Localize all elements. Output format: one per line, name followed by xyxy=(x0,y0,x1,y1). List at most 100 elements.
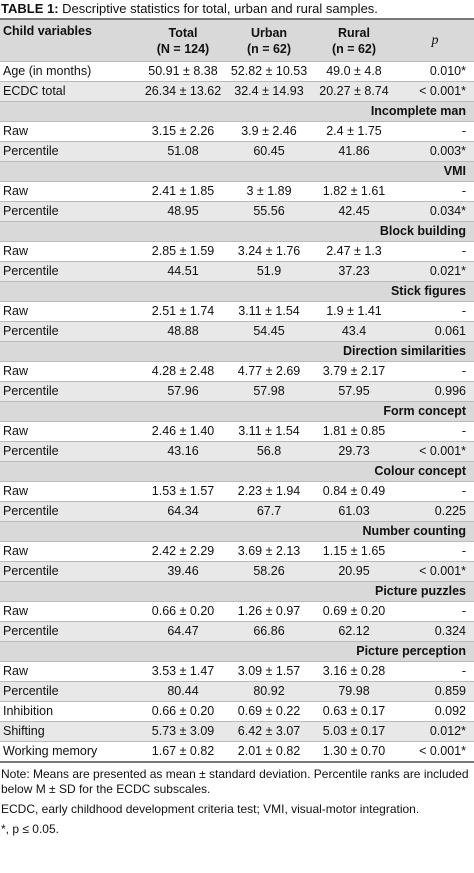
section-label: VMI xyxy=(0,161,474,182)
cell: 43.16 xyxy=(140,441,226,462)
cell: 1.81 ± 0.85 xyxy=(312,421,396,442)
cell: 0.69 ± 0.20 xyxy=(312,601,396,622)
cell: - xyxy=(396,361,474,382)
cell: 3.11 ± 1.54 xyxy=(226,301,312,322)
cell: 37.23 xyxy=(312,261,396,282)
table-header: Child variables Total (N = 124) Urban (n = 6… xyxy=(0,18,474,62)
data-row: Raw 2.42 ± 2.29 3.69 ± 2.13 1.15 ± 1.65- xyxy=(0,541,474,562)
section-label: Colour concept xyxy=(0,461,474,482)
header-cell: Total (N = 124) xyxy=(140,18,226,62)
cell: 0.63 ± 0.17 xyxy=(312,701,396,722)
cell: 3.53 ± 1.47 xyxy=(140,661,226,682)
cell: 80.44 xyxy=(140,681,226,702)
row-label: Raw xyxy=(0,481,140,502)
header-title: Total xyxy=(168,25,198,40)
cell: 64.34 xyxy=(140,501,226,522)
data-row: ECDC total 26.34 ± 13.62 32.4 ± 14.93 20.27… xyxy=(0,81,474,102)
section-row: Stick figures xyxy=(0,281,474,302)
cell: 3.15 ± 2.26 xyxy=(140,121,226,142)
section-row: Direction similarities xyxy=(0,341,474,362)
section-label: Stick figures xyxy=(0,281,474,302)
row-label: Raw xyxy=(0,661,140,682)
cell: 51.08 xyxy=(140,141,226,162)
section-row: VMI xyxy=(0,161,474,182)
cell: - xyxy=(396,181,474,202)
header-title: Child variables xyxy=(3,24,92,38)
section-row: Number counting xyxy=(0,521,474,542)
cell: 2.51 ± 1.74 xyxy=(140,301,226,322)
row-label: Percentile xyxy=(0,141,140,162)
data-row: Shifting 5.73 ± 3.09 6.42 ± 3.07 5.03 ± 0.1… xyxy=(0,721,474,742)
cell: 3.69 ± 2.13 xyxy=(226,541,312,562)
header-sample: (N = 124) xyxy=(156,41,210,56)
cell: 0.021* xyxy=(396,261,474,282)
row-label: Working memory xyxy=(0,741,140,763)
stats-table: Child variables Total (N = 124) Urban (n = 6… xyxy=(0,18,474,763)
cell: 0.69 ± 0.22 xyxy=(226,701,312,722)
row-label: Raw xyxy=(0,241,140,262)
row-label: Shifting xyxy=(0,721,140,742)
data-row: Percentile 80.44 80.92 79.98 0.859 xyxy=(0,681,474,702)
data-row: Raw 2.51 ± 1.74 3.11 ± 1.54 1.9 ± 1.41- xyxy=(0,301,474,322)
row-label: Percentile xyxy=(0,381,140,402)
cell: 0.225 xyxy=(396,501,474,522)
data-row: Raw 1.53 ± 1.57 2.23 ± 1.94 0.84 ± 0.49- xyxy=(0,481,474,502)
cell: - xyxy=(396,421,474,442)
note: Note: Means are presented as mean ± stan… xyxy=(1,767,469,796)
cell: 56.8 xyxy=(226,441,312,462)
section-label: Form concept xyxy=(0,401,474,422)
cell: - xyxy=(396,121,474,142)
cell: 20.27 ± 8.74 xyxy=(312,81,396,102)
cell: 3.16 ± 0.28 xyxy=(312,661,396,682)
data-row: Percentile 57.96 57.98 57.95 0.996 xyxy=(0,381,474,402)
row-label: Percentile xyxy=(0,681,140,702)
row-label: Raw xyxy=(0,301,140,322)
cell: 5.73 ± 3.09 xyxy=(140,721,226,742)
cell: 3 ± 1.89 xyxy=(226,181,312,202)
cell: 79.98 xyxy=(312,681,396,702)
data-row: Percentile 48.88 54.45 43.4 0.061 xyxy=(0,321,474,342)
cell: 2.42 ± 2.29 xyxy=(140,541,226,562)
row-label: Percentile xyxy=(0,561,140,582)
cell: 51.9 xyxy=(226,261,312,282)
section-label: Picture perception xyxy=(0,641,474,662)
header-title: p xyxy=(431,32,439,48)
header-sample: (n = 62) xyxy=(246,41,292,56)
cell: 50.91 ± 8.38 xyxy=(140,61,226,82)
cell: 0.012* xyxy=(396,721,474,742)
cell: 0.66 ± 0.20 xyxy=(140,601,226,622)
row-label: Inhibition xyxy=(0,701,140,722)
data-row: Raw 0.66 ± 0.20 1.26 ± 0.97 0.69 ± 0.20- xyxy=(0,601,474,622)
cell: 42.45 xyxy=(312,201,396,222)
cell: 3.24 ± 1.76 xyxy=(226,241,312,262)
section-row: Picture puzzles xyxy=(0,581,474,602)
row-label: Raw xyxy=(0,541,140,562)
cell: 54.45 xyxy=(226,321,312,342)
section-row: Picture perception xyxy=(0,641,474,662)
cell: 20.95 xyxy=(312,561,396,582)
header-row: Child variables Total (N = 124) Urban (n = 6… xyxy=(0,18,474,62)
cell: 1.15 ± 1.65 xyxy=(312,541,396,562)
cell: 3.09 ± 1.57 xyxy=(226,661,312,682)
cell: 62.12 xyxy=(312,621,396,642)
row-label: Percentile xyxy=(0,261,140,282)
data-row: Percentile 64.47 66.86 62.12 0.324 xyxy=(0,621,474,642)
row-label: Percentile xyxy=(0,621,140,642)
data-row: Percentile 48.95 55.56 42.45 0.034* xyxy=(0,201,474,222)
cell: 60.45 xyxy=(226,141,312,162)
data-row: Inhibition 0.66 ± 0.20 0.69 ± 0.22 0.63 ± 0… xyxy=(0,701,474,722)
cell: 0.092 xyxy=(396,701,474,722)
cell: 1.53 ± 1.57 xyxy=(140,481,226,502)
note: ECDC, early childhood development criter… xyxy=(1,802,420,816)
cell: < 0.001* xyxy=(396,561,474,582)
header-cell: Child variables xyxy=(0,18,140,62)
cell: - xyxy=(396,481,474,502)
table-body: Age (in months) 50.91 ± 8.38 52.82 ± 10.53… xyxy=(0,61,474,763)
row-label: Raw xyxy=(0,601,140,622)
cell: 3.9 ± 2.46 xyxy=(226,121,312,142)
cell: 4.77 ± 2.69 xyxy=(226,361,312,382)
section-label: Incomplete man xyxy=(0,101,474,122)
data-row: Percentile 64.34 67.7 61.03 0.225 xyxy=(0,501,474,522)
section-label: Number counting xyxy=(0,521,474,542)
data-row: Raw 2.41 ± 1.85 3 ± 1.89 1.82 ± 1.61- xyxy=(0,181,474,202)
